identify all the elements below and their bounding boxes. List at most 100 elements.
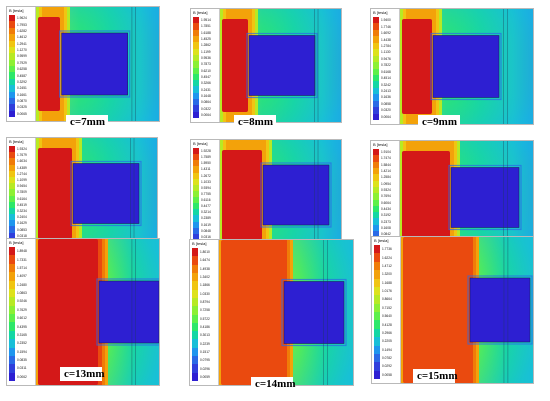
winding-window [469, 277, 531, 343]
colorbar-tick-label: 1.5844 [381, 162, 391, 167]
colorbar-swatch [9, 21, 15, 29]
caption-background [66, 115, 108, 129]
colorbar-swatch [193, 233, 199, 241]
colorbar-tick-label: 0.0320 [381, 108, 391, 113]
colorbar-legend: B [tesla] 1.7736 1.6224 1.4712 1.3200 1.1688 1… [372, 237, 401, 383]
colorbar-tick-label: 1.1866 [200, 283, 210, 288]
colorbar-tick-label: 1.6224 [382, 255, 392, 260]
colorbar-tick-label: 1.1688 [382, 280, 392, 285]
colorbar-tick-label: 0.4395 [17, 324, 27, 329]
saturated-core [38, 148, 72, 239]
colorbar-swatch [9, 183, 15, 190]
colorbar-swatch [9, 330, 15, 340]
colorbar-swatch [9, 146, 15, 153]
colorbar-swatch [373, 94, 379, 101]
winding-window [432, 35, 500, 98]
field-plot-panel: B [tesla] 1.9228 1.7589 1.5950 1.4311 1.2672 1… [190, 139, 342, 251]
colorbar-swatch [9, 314, 15, 323]
colorbar-swatch [373, 161, 379, 169]
colorbar-swatch [9, 189, 15, 196]
colorbar-tick-label: 1.4097 [17, 274, 27, 279]
colorbar-tick-label: 0.2413 [381, 89, 391, 94]
colorbar-tick-label: 0.0062 [17, 374, 27, 379]
colorbar-tick-label: 1.9514 [201, 18, 211, 23]
colorbar-tick-label: 1.4214 [381, 169, 391, 174]
colorbar-title: B [tesla] [9, 139, 24, 144]
colorbar-swatch [9, 220, 15, 227]
flux-density-map [36, 7, 159, 121]
colorbar-tick-label: 1.0330 [200, 291, 210, 296]
flux-density-map [401, 237, 533, 383]
colorbar-swatch [373, 49, 379, 56]
colorbar-tick-label: 0.4519 [17, 202, 27, 207]
colorbar-tick-label: 1.4612 [17, 35, 27, 40]
colorbar-tick-label: 0.0292 [382, 364, 392, 369]
colorbar-swatch [193, 23, 199, 30]
colorbar-swatch [9, 195, 15, 202]
colorbar-tick-label: 0.0870 [17, 99, 27, 104]
colorbar-swatch [9, 305, 15, 315]
colorbar-legend: B [tesla] 1.8948 1.7331 1.5714 1.4097 1.2480 1… [7, 239, 36, 385]
colorbar-swatch [374, 328, 380, 338]
colorbar-swatch [9, 53, 15, 60]
field-plot-panel: B [tesla] 1.9104 1.7474 1.5844 1.4214 1.2584 1… [370, 140, 534, 255]
caption-background [60, 367, 102, 381]
saturated-core [38, 17, 60, 111]
colorbar-swatch [9, 72, 15, 80]
colorbar-swatch [9, 164, 15, 172]
colorbar-title: B [tesla] [192, 241, 207, 246]
colorbar-swatch [193, 209, 199, 216]
colorbar-tick-label: 0.0311 [17, 366, 27, 371]
colorbar-swatch [193, 178, 199, 186]
window-edge [246, 32, 318, 99]
colorbar-tick-label: 0.1517 [200, 349, 210, 354]
colorbar-swatch [9, 15, 15, 22]
colorbar-tick-label: 1.8010 [200, 250, 210, 255]
colorbar-swatch [193, 111, 199, 119]
colorbar-tick-label: 1.4311 [201, 167, 211, 172]
colorbar-swatch [193, 29, 199, 37]
saturated-core [38, 239, 98, 385]
field-plot-panel: B [tesla] 1.8010 1.6474 1.4938 1.3402 1.1866 1… [189, 239, 354, 386]
colorbar-title: B [tesla] [9, 240, 24, 245]
colorbar-title: B [tesla] [193, 10, 208, 15]
colorbar-tick-label: 0.0864 [201, 100, 211, 105]
colorbar-swatch [374, 245, 380, 254]
colorbar-swatch [374, 370, 380, 380]
colorbar-swatch [9, 355, 15, 365]
colorbar-tick-label: 0.0065 [17, 111, 27, 116]
colorbar-tick-label: 1.7331 [17, 257, 27, 262]
colorbar-tick-label: 1.6474 [200, 258, 210, 263]
colorbar-swatch [373, 186, 379, 194]
colorbar-swatch [373, 193, 379, 200]
colorbar-swatch [193, 227, 199, 235]
colorbar-tick-label: 0.9599 [17, 54, 27, 59]
colorbar-swatch [373, 62, 379, 69]
winding-window [72, 163, 140, 224]
colorbar-tick-label: 0.4434 [381, 206, 391, 211]
colorbar-tick-label: 1.7746 [381, 24, 391, 29]
window-edge [260, 162, 332, 228]
flux-density-map [220, 140, 341, 250]
colorbar-tick-label: 0.4514 [381, 76, 391, 81]
colorbar-tick-label: 1.6034 [17, 159, 27, 164]
colorbar-swatch [9, 97, 15, 105]
colorbar-tick-label: 0.5640 [382, 314, 392, 319]
colorbar-tick-label: 0.0848 [201, 228, 211, 233]
colorbar-swatch [193, 190, 199, 198]
colorbar-tick-label: 0.1608 [381, 225, 391, 230]
colorbar-tick-label: 1.1099 [17, 178, 27, 183]
colorbar-tick-label: 0.1629 [17, 221, 27, 226]
colorbar-swatch [192, 322, 198, 332]
colorbar-tick-label: 1.2584 [381, 175, 391, 180]
colorbar-swatch [9, 170, 15, 178]
colorbar-tick-label: 1.8948 [17, 249, 27, 254]
colorbar-swatch [193, 35, 199, 43]
colorbar-tick-label: 0.2352 [17, 341, 27, 346]
colorbar-swatch [193, 42, 199, 49]
colorbar-tick-label: 1.3200 [382, 272, 392, 277]
colorbar-tick-label: 0.9246 [17, 299, 27, 304]
colorbar-swatch [9, 91, 15, 99]
colorbar-swatch [9, 85, 15, 92]
winding-window [248, 35, 316, 96]
